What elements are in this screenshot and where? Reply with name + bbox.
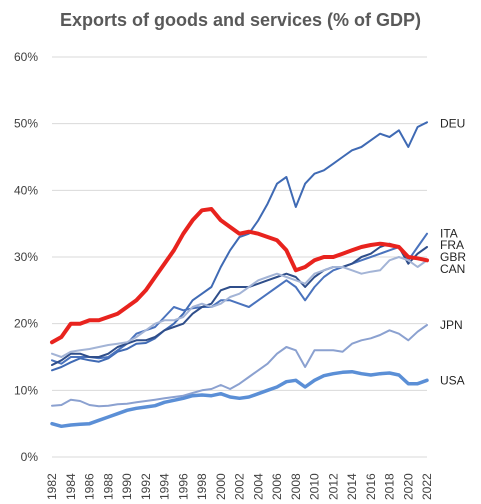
series-line-jpn [51, 324, 428, 408]
x-tick-label: 1984 [64, 473, 78, 500]
x-tick-label: 2008 [289, 473, 303, 500]
x-tick-label: 2000 [214, 473, 228, 500]
y-tick-label: 0% [21, 450, 39, 464]
x-tick-label: 2006 [270, 473, 284, 500]
series-label-fra: FRA [440, 238, 464, 252]
x-tick-label: 2022 [420, 473, 434, 500]
x-axis: 1982 1984 1986 1988 1990 1992 1994 1996 1998 2000… [45, 473, 434, 500]
x-tick-label: 2016 [364, 473, 378, 500]
x-tick-label: 1990 [120, 473, 134, 500]
chart-title: Exports of goods and services (% of GDP) [59, 10, 422, 30]
x-tick-label: 2012 [326, 473, 340, 500]
x-tick-label: 2014 [345, 473, 359, 500]
series-line-deu [51, 121, 428, 372]
x-tick-label: 2010 [308, 473, 322, 500]
grid-layer [52, 56, 427, 458]
series-label-deu: DEU [440, 117, 465, 131]
y-axis: 0% 10% 20% 30% 40% 50% 60% [14, 50, 38, 464]
x-tick-label: 2020 [401, 473, 415, 500]
y-tick-label: 20% [14, 317, 38, 331]
x-tick-label: 1988 [101, 473, 115, 500]
x-tick-label: 1996 [176, 473, 190, 500]
series-line-ita [51, 232, 428, 365]
series-label-ita: ITA [440, 227, 458, 241]
x-tick-label: 1986 [83, 473, 97, 500]
y-tick-label: 50% [14, 117, 38, 131]
x-tick-label: 1994 [158, 473, 172, 500]
x-tick-label: 2018 [383, 473, 397, 500]
series-label-usa: USA [440, 373, 465, 387]
series-line-fra [51, 242, 428, 366]
series-line-usa [50, 369, 429, 429]
y-tick-label: 10% [14, 383, 38, 397]
series-layer [50, 121, 429, 429]
x-tick-label: 2004 [251, 473, 265, 500]
x-tick-label: 2002 [233, 473, 247, 500]
y-tick-label: 60% [14, 50, 38, 64]
series-line-gbr [50, 207, 429, 345]
y-tick-label: 40% [14, 183, 38, 197]
series-label-gbr: GBR [440, 250, 466, 264]
y-tick-label: 30% [14, 250, 38, 264]
series-label-can: CAN [440, 262, 465, 276]
x-tick-label: 1982 [45, 473, 59, 500]
x-tick-label: 1992 [139, 473, 153, 500]
series-label-jpn: JPN [440, 318, 463, 332]
x-tick-label: 1998 [195, 473, 209, 500]
series-line-can [51, 256, 428, 358]
